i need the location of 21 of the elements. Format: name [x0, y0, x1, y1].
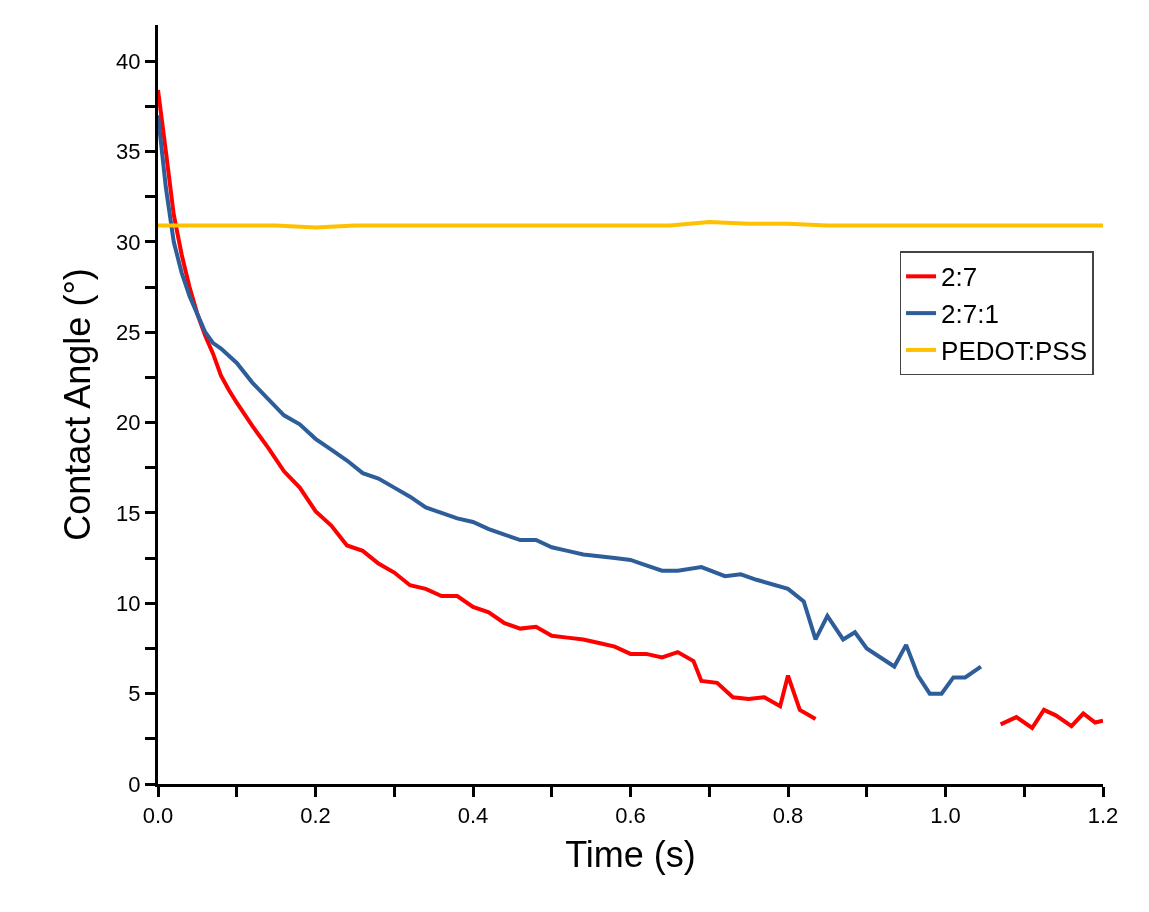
- x-tick-label: 0.6: [615, 803, 646, 829]
- y-tick-label: 20: [116, 410, 141, 436]
- y-tick-label: 15: [116, 500, 141, 526]
- y-tick-label: 40: [116, 48, 141, 74]
- y-axis-title: Contact Angle (°): [57, 268, 99, 541]
- x-tick-label: 1.2: [1087, 803, 1119, 829]
- legend-label: PEDOT:PSS: [941, 336, 1087, 367]
- x-tick-label: 1.0: [930, 803, 961, 829]
- x-axis-title: Time (s): [565, 834, 696, 876]
- x-tick-label: 0.0: [142, 803, 174, 829]
- legend-label: 2:7:1: [941, 299, 999, 330]
- y-tick-label: 25: [116, 319, 141, 345]
- x-tick-label: 0.2: [300, 803, 331, 829]
- y-tick-label: 35: [116, 139, 141, 165]
- x-tick-label: 0.4: [457, 803, 489, 829]
- legend-label: 2:7: [941, 262, 978, 293]
- x-tick-label: 0.8: [772, 803, 804, 829]
- y-tick-label: 10: [116, 590, 141, 616]
- y-tick-label: 30: [116, 229, 141, 255]
- y-tick-label: 0: [128, 771, 141, 797]
- y-tick-label: 5: [128, 681, 141, 707]
